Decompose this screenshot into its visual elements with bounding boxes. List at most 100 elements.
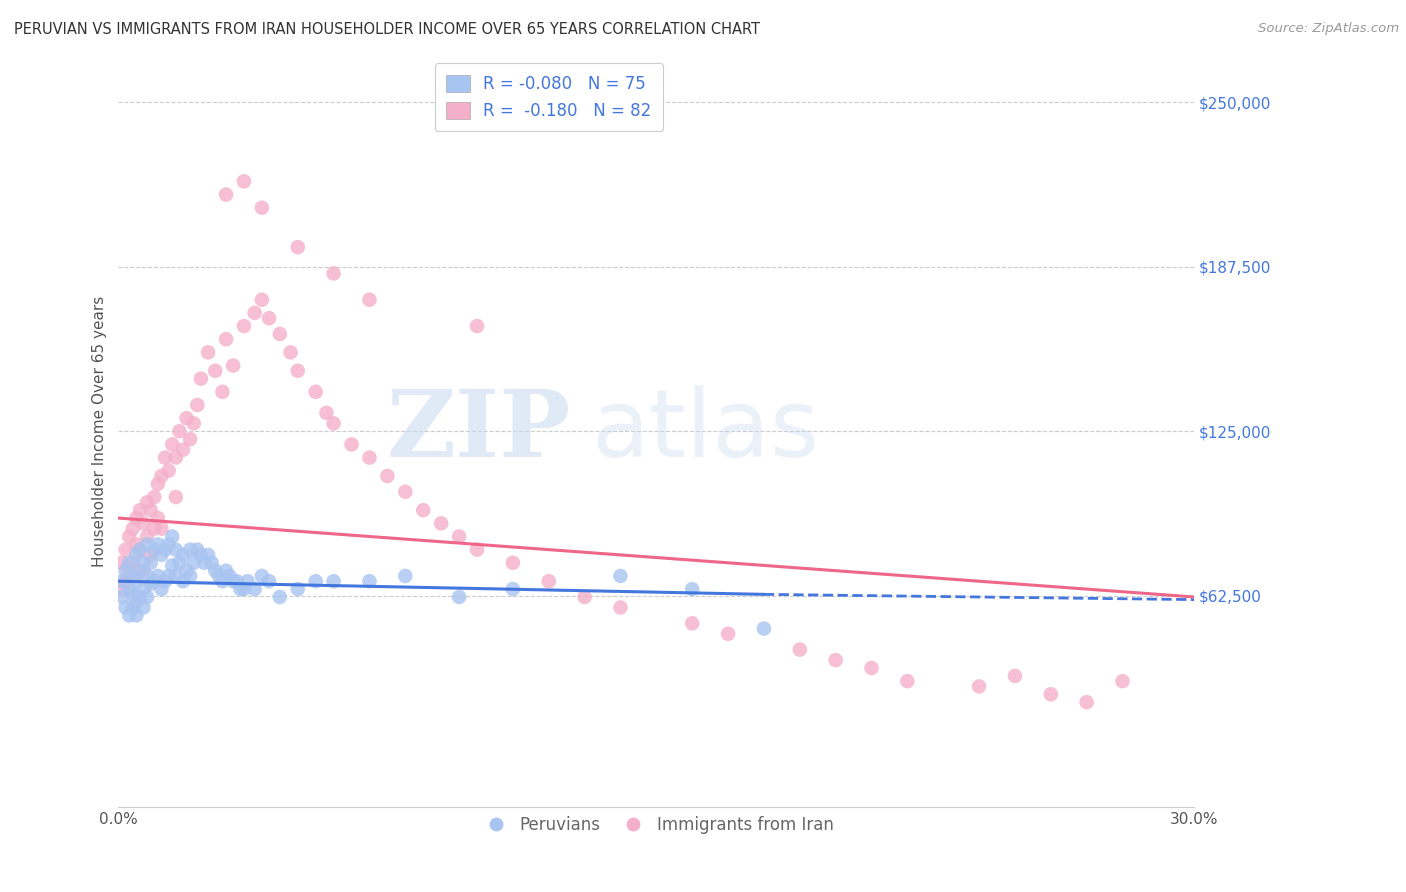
Point [121, 522, 143, 536]
Point [225, 574, 247, 589]
Point [359, 450, 381, 465]
Point [118, 564, 141, 578]
Point [322, 574, 344, 589]
Point [118, 582, 141, 596]
Point [146, 537, 169, 551]
Point [121, 600, 143, 615]
Point [609, 569, 631, 583]
Point [183, 556, 205, 570]
Point [125, 569, 148, 583]
Point [394, 569, 416, 583]
Point [160, 437, 183, 451]
Point [121, 587, 143, 601]
Point [157, 464, 180, 478]
Point [129, 503, 152, 517]
Point [139, 577, 162, 591]
Point [574, 590, 596, 604]
Point [502, 582, 524, 596]
Point [211, 384, 233, 399]
Point [121, 556, 143, 570]
Point [157, 569, 180, 583]
Text: atlas: atlas [592, 385, 820, 477]
Y-axis label: Householder Income Over 65 years: Householder Income Over 65 years [93, 295, 107, 567]
Point [153, 542, 176, 557]
Point [186, 542, 208, 557]
Point [125, 511, 148, 525]
Point [143, 574, 166, 589]
Point [215, 564, 238, 578]
Point [222, 359, 245, 373]
Point [146, 569, 169, 583]
Point [305, 574, 328, 589]
Point [537, 574, 560, 589]
Point [132, 582, 155, 596]
Point [752, 622, 775, 636]
Point [139, 503, 162, 517]
Point [114, 542, 136, 557]
Point [233, 319, 256, 334]
Point [111, 590, 134, 604]
Point [125, 608, 148, 623]
Point [190, 372, 212, 386]
Point [114, 574, 136, 589]
Point [186, 398, 208, 412]
Point [129, 564, 152, 578]
Point [1004, 669, 1026, 683]
Point [150, 522, 173, 536]
Point [136, 495, 159, 509]
Point [169, 556, 191, 570]
Point [111, 556, 134, 570]
Point [132, 516, 155, 531]
Point [125, 548, 148, 562]
Point [139, 556, 162, 570]
Point [218, 569, 240, 583]
Point [150, 469, 173, 483]
Point [165, 569, 187, 583]
Point [287, 364, 309, 378]
Point [190, 548, 212, 562]
Point [1039, 687, 1062, 701]
Point [111, 582, 134, 596]
Point [201, 556, 224, 570]
Point [359, 574, 381, 589]
Point [257, 574, 280, 589]
Point [172, 548, 194, 562]
Point [229, 582, 252, 596]
Point [153, 450, 176, 465]
Point [129, 590, 152, 604]
Point [257, 311, 280, 326]
Point [160, 558, 183, 573]
Point [118, 608, 141, 623]
Point [157, 537, 180, 551]
Point [193, 556, 215, 570]
Point [233, 174, 256, 188]
Point [165, 542, 187, 557]
Point [136, 590, 159, 604]
Point [430, 516, 453, 531]
Point [143, 542, 166, 557]
Point [132, 600, 155, 615]
Point [269, 590, 291, 604]
Point [197, 345, 219, 359]
Point [449, 590, 471, 604]
Point [412, 503, 434, 517]
Point [121, 569, 143, 583]
Point [143, 490, 166, 504]
Point [860, 661, 883, 675]
Point [118, 556, 141, 570]
Point [1076, 695, 1098, 709]
Point [215, 332, 238, 346]
Point [1111, 674, 1133, 689]
Point [176, 411, 198, 425]
Point [287, 240, 309, 254]
Text: Source: ZipAtlas.com: Source: ZipAtlas.com [1258, 22, 1399, 36]
Point [502, 556, 524, 570]
Point [172, 574, 194, 589]
Point [204, 364, 226, 378]
Point [143, 522, 166, 536]
Point [377, 469, 399, 483]
Point [681, 582, 703, 596]
Point [824, 653, 846, 667]
Point [609, 600, 631, 615]
Point [169, 424, 191, 438]
